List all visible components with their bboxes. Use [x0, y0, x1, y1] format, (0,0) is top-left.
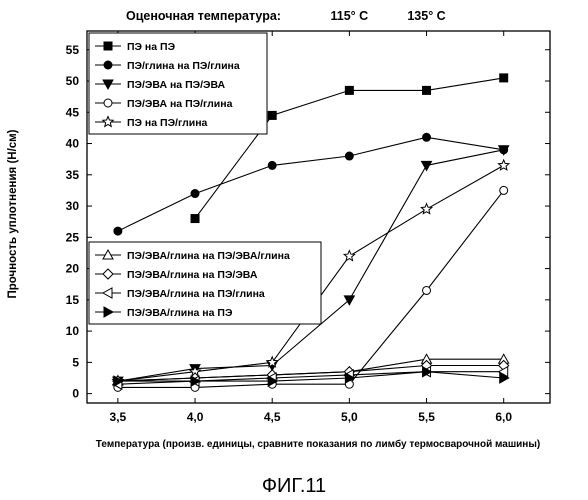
- x-tick-label: 6,0: [495, 410, 512, 424]
- data-point-s2: [191, 190, 199, 198]
- data-point-s3: [422, 161, 432, 170]
- data-point-s5: [421, 204, 431, 214]
- legend-top-entry-label: ПЭ/ЭВА на ПЭ/ЭВА: [127, 79, 226, 91]
- data-point-s5: [498, 160, 508, 170]
- data-point-s1: [345, 86, 353, 94]
- x-tick-label: 4,5: [264, 410, 281, 424]
- header-temp-1: 115° C: [331, 9, 369, 23]
- legend-top-swatch-marker: [104, 99, 112, 107]
- data-point-s1: [191, 215, 199, 223]
- legend-top: ПЭ на ПЭ ПЭ/глина на ПЭ/глина ПЭ/ЭВА на ПЭ…: [89, 33, 267, 134]
- header-temp-2: 135° C: [407, 9, 445, 23]
- legend-top-swatch-marker: [104, 61, 112, 69]
- figure-caption: ФИГ.11: [262, 475, 326, 497]
- legend-bottom-entry-label: ПЭ/ЭВА/глина на ПЭ: [127, 307, 233, 319]
- y-tick-label: 10: [66, 324, 80, 338]
- y-tick-label: 55: [66, 43, 80, 57]
- x-tick-label: 4,0: [187, 410, 204, 424]
- legend-top-swatch-marker: [104, 42, 112, 50]
- x-axis-label: Температура (произв. единицы, сравните п…: [96, 438, 540, 450]
- legend-bottom-entry-label: ПЭ/ЭВА/глина на ПЭ/глина: [127, 288, 265, 300]
- y-tick-label: 15: [66, 293, 80, 307]
- legend-top-entry-label: ПЭ/глина на ПЭ/глина: [127, 60, 240, 72]
- legend-top-entry-label: ПЭ на ПЭ/глина: [127, 117, 208, 129]
- y-tick-label: 20: [66, 262, 80, 276]
- header-label: Оценочная температура:: [126, 9, 281, 23]
- data-point-s1: [500, 74, 508, 82]
- y-tick-label: 50: [66, 74, 80, 88]
- data-point-s2: [345, 152, 353, 160]
- data-point-s5: [344, 251, 354, 261]
- x-tick-label: 3,5: [110, 410, 127, 424]
- y-tick-label: 5: [72, 355, 79, 369]
- data-point-s4: [500, 186, 508, 194]
- legend-top-entry-label: ПЭ/ЭВА на ПЭ/глина: [127, 98, 233, 110]
- legend-bottom-entry-label: ПЭ/ЭВА/глина на ПЭ/ЭВА/глина: [127, 250, 290, 262]
- y-tick-label: 30: [66, 199, 80, 213]
- data-point-s2: [114, 227, 122, 235]
- data-point-s4: [423, 286, 431, 294]
- data-point-s2: [423, 133, 431, 141]
- series-line-6: [118, 359, 504, 381]
- data-point-s1: [268, 111, 276, 119]
- legend-top-entry-label: ПЭ на ПЭ: [127, 41, 176, 53]
- x-tick-label: 5,0: [341, 410, 358, 424]
- y-tick-label: 0: [72, 387, 79, 401]
- y-tick-label: 40: [66, 137, 80, 151]
- legend-bottom-entry-label: ПЭ/ЭВА/глина на ПЭ/ЭВА: [127, 269, 258, 281]
- data-point-s1: [423, 86, 431, 94]
- legend-bottom: ПЭ/ЭВА/глина на ПЭ/ЭВА/глина ПЭ/ЭВА/глина…: [89, 242, 321, 324]
- y-axis-label: Прочность уплотнения (Н/см): [7, 129, 19, 298]
- x-tick-label: 5,5: [418, 410, 435, 424]
- y-tick-label: 45: [66, 105, 80, 119]
- y-tick-label: 35: [66, 168, 80, 182]
- chart-header: Оценочная температура: 115° C 135° C: [126, 9, 446, 23]
- data-point-s2: [268, 161, 276, 169]
- series-line-2: [118, 137, 504, 231]
- y-tick-label: 25: [66, 230, 80, 244]
